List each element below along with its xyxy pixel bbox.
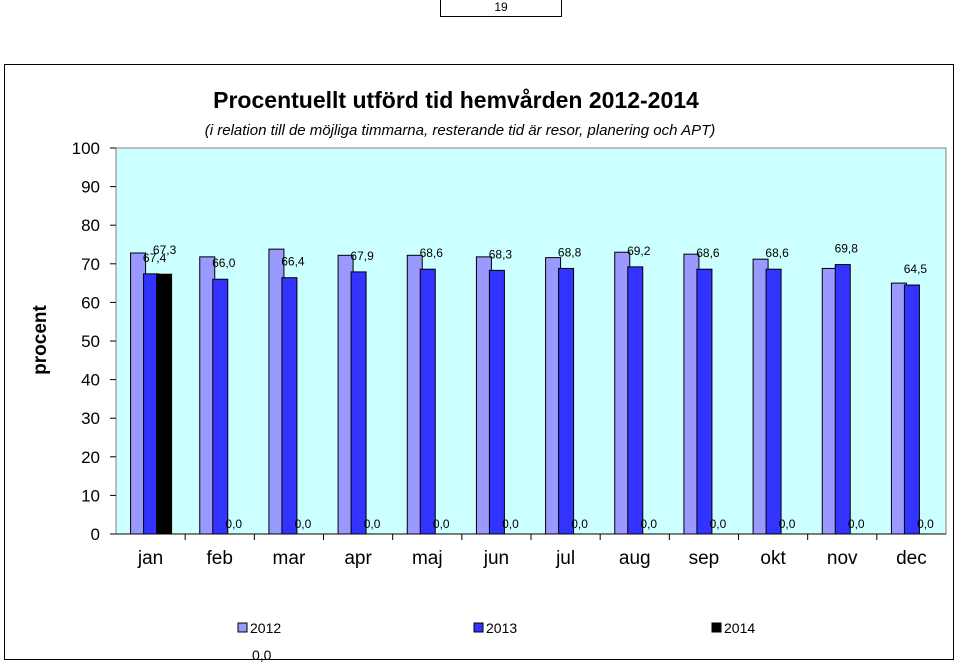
bar-2014 <box>156 273 173 535</box>
bar-2013 <box>558 267 575 535</box>
y-tick-label: 0 <box>91 525 100 544</box>
bar-2013 <box>419 268 436 535</box>
data-label-2014: 0,0 <box>917 517 934 531</box>
data-label-2013: 66,4 <box>281 255 305 269</box>
x-tick-label: mar <box>273 548 306 569</box>
legend-swatch-2014 <box>711 622 722 633</box>
bar-2013 <box>765 268 782 535</box>
x-tick-label: apr <box>344 548 372 569</box>
bar-2013 <box>281 277 298 535</box>
data-label-2013: 68,6 <box>765 246 789 260</box>
data-label-2013: 68,6 <box>420 246 444 260</box>
data-label-2014: 0,0 <box>710 517 727 531</box>
legend-swatch-2013 <box>473 622 484 633</box>
x-tick-label: jun <box>483 548 509 569</box>
chart-subtitle: (i relation till de möjliga timmarna, re… <box>205 122 716 139</box>
data-label-2013: 67,9 <box>350 249 374 263</box>
x-tick-label: feb <box>207 548 233 569</box>
bar-2013 <box>834 264 851 535</box>
y-tick-label: 40 <box>81 371 100 390</box>
data-label-2014: 0,0 <box>433 517 450 531</box>
data-label-2013: 66,0 <box>212 256 236 270</box>
bar-2013 <box>212 278 229 535</box>
data-label-2013: 68,8 <box>558 245 582 259</box>
bar-2013 <box>696 268 713 535</box>
x-tick-label: okt <box>760 548 786 569</box>
data-label-2013: 69,2 <box>627 244 651 258</box>
y-tick-label: 10 <box>81 486 100 505</box>
legend-label-2014: 2014 <box>724 620 755 636</box>
data-label-2014: 0,0 <box>364 517 381 531</box>
page-number: 19 <box>440 0 562 17</box>
x-tick-label: dec <box>896 548 927 569</box>
data-label-2013: 68,6 <box>696 246 720 260</box>
x-tick-label: maj <box>412 548 443 569</box>
bar-2013 <box>627 266 644 535</box>
x-tick-label: aug <box>619 548 651 569</box>
legend-swatch-2012 <box>237 622 248 633</box>
bar-2013 <box>903 284 920 535</box>
data-label-2013: 68,3 <box>489 247 513 261</box>
data-label-2014: 0,0 <box>779 517 796 531</box>
y-tick-label: 90 <box>81 178 100 197</box>
data-label-2014: 0,0 <box>640 517 657 531</box>
y-tick-label: 80 <box>81 216 100 235</box>
legend-label-2013: 2013 <box>486 620 517 636</box>
x-tick-label: jul <box>555 548 575 569</box>
chart-title: Procentuellt utförd tid hemvården 2012-2… <box>213 87 699 113</box>
x-tick-label: nov <box>827 548 858 569</box>
y-tick-label: 70 <box>81 255 100 274</box>
bar-2013 <box>488 269 505 535</box>
y-tick-label: 60 <box>81 293 100 312</box>
y-tick-label: 30 <box>81 409 100 428</box>
y-tick-label: 20 <box>81 448 100 467</box>
y-axis-label: procent <box>30 304 51 374</box>
x-tick-label: sep <box>689 548 720 569</box>
legend-label-2012: 2012 <box>250 620 281 636</box>
data-label-2013: 64,5 <box>904 262 928 276</box>
plot-area <box>115 147 947 535</box>
data-label-2014: 0,0 <box>225 517 242 531</box>
y-tick-label: 50 <box>81 332 100 351</box>
data-label-2014: 67,3 <box>153 243 177 257</box>
y-tick-label: 100 <box>72 139 100 158</box>
data-label-2013: 67,4 <box>143 251 167 265</box>
x-tick-label: jan <box>137 548 163 569</box>
legend-extra-label: 0,0 <box>252 647 272 663</box>
chart-frame <box>4 64 954 660</box>
data-label-2013: 69,8 <box>835 242 859 256</box>
data-label-2014: 0,0 <box>502 517 519 531</box>
data-label-2014: 0,0 <box>848 517 865 531</box>
data-label-2014: 0,0 <box>571 517 588 531</box>
data-label-2014: 0,0 <box>295 517 312 531</box>
bar-2013 <box>350 271 367 535</box>
